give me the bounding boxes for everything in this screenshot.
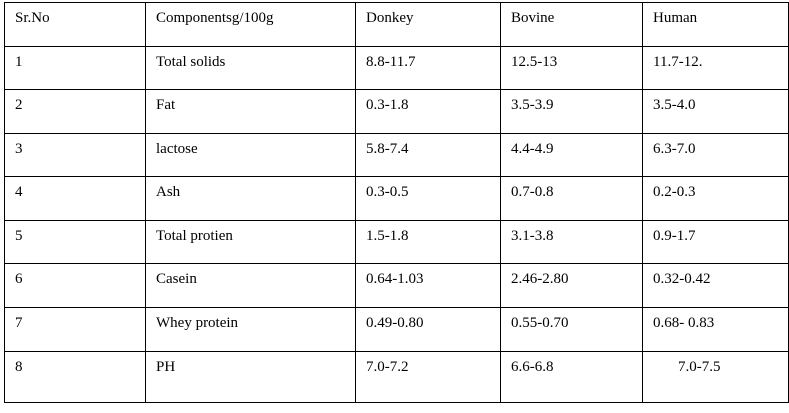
table-row: 6 Casein 0.64-1.03 2.46-2.80 0.32-0.42: [4, 263, 789, 308]
cell-bovine: 12.5-13: [500, 46, 643, 90]
cell-donkey: 1.5-1.8: [355, 220, 501, 264]
cell-bovine: 0.55-0.70: [500, 307, 643, 352]
cell-sr-no: 2: [4, 89, 146, 134]
cell-sr-no: 4: [4, 176, 146, 221]
cell-component: Fat: [145, 89, 356, 134]
cell-human: 3.5-4.0: [642, 89, 789, 134]
cell-human: 11.7-12.: [642, 46, 789, 90]
table-row: 3 lactose 5.8-7.4 4.4-4.9 6.3-7.0: [4, 133, 789, 177]
cell-sr-no: 8: [4, 351, 146, 403]
table-header-row: Sr.No Componentsg/100g Donkey Bovine Hum…: [4, 2, 789, 47]
cell-component: lactose: [145, 133, 356, 177]
header-components: Componentsg/100g: [145, 2, 356, 47]
cell-donkey: 5.8-7.4: [355, 133, 501, 177]
cell-donkey: 0.49-0.80: [355, 307, 501, 352]
cell-bovine: 3.1-3.8: [500, 220, 643, 264]
cell-component: Total solids: [145, 46, 356, 90]
cell-human: 0.32-0.42: [642, 263, 789, 308]
cell-sr-no: 5: [4, 220, 146, 264]
cell-component: Ash: [145, 176, 356, 221]
cell-component: PH: [145, 351, 356, 403]
cell-sr-no: 6: [4, 263, 146, 308]
cell-bovine: 6.6-6.8: [500, 351, 643, 403]
cell-human: 6.3-7.0: [642, 133, 789, 177]
table-row: 2 Fat 0.3-1.8 3.5-3.9 3.5-4.0: [4, 89, 789, 134]
cell-bovine: 4.4-4.9: [500, 133, 643, 177]
cell-bovine: 3.5-3.9: [500, 89, 643, 134]
cell-human: 0.68- 0.83: [642, 307, 789, 352]
cell-donkey: 0.3-1.8: [355, 89, 501, 134]
table-row: 5 Total protien 1.5-1.8 3.1-3.8 0.9-1.7: [4, 220, 789, 264]
cell-human: 0.9-1.7: [642, 220, 789, 264]
header-human: Human: [642, 2, 789, 47]
cell-donkey: 8.8-11.7: [355, 46, 501, 90]
cell-donkey: 0.3-0.5: [355, 176, 501, 221]
cell-bovine: 2.46-2.80: [500, 263, 643, 308]
cell-component: Total protien: [145, 220, 356, 264]
header-donkey: Donkey: [355, 2, 501, 47]
cell-bovine: 0.7-0.8: [500, 176, 643, 221]
cell-donkey: 0.64-1.03: [355, 263, 501, 308]
cell-sr-no: 1: [4, 46, 146, 90]
milk-composition-table: Sr.No Componentsg/100g Donkey Bovine Hum…: [4, 2, 789, 403]
cell-component: Whey protein: [145, 307, 356, 352]
cell-sr-no: 3: [4, 133, 146, 177]
table-row: 4 Ash 0.3-0.5 0.7-0.8 0.2-0.3: [4, 176, 789, 221]
cell-donkey: 7.0-7.2: [355, 351, 501, 403]
cell-human: 0.2-0.3: [642, 176, 789, 221]
cell-human: 7.0-7.5: [642, 351, 789, 403]
cell-component: Casein: [145, 263, 356, 308]
table-row: 1 Total solids 8.8-11.7 12.5-13 11.7-12.: [4, 46, 789, 90]
table-row: 7 Whey protein 0.49-0.80 0.55-0.70 0.68-…: [4, 307, 789, 352]
header-bovine: Bovine: [500, 2, 643, 47]
cell-sr-no: 7: [4, 307, 146, 352]
table-row: 8 PH 7.0-7.2 6.6-6.8 7.0-7.5: [4, 351, 789, 403]
header-sr-no: Sr.No: [4, 2, 146, 47]
